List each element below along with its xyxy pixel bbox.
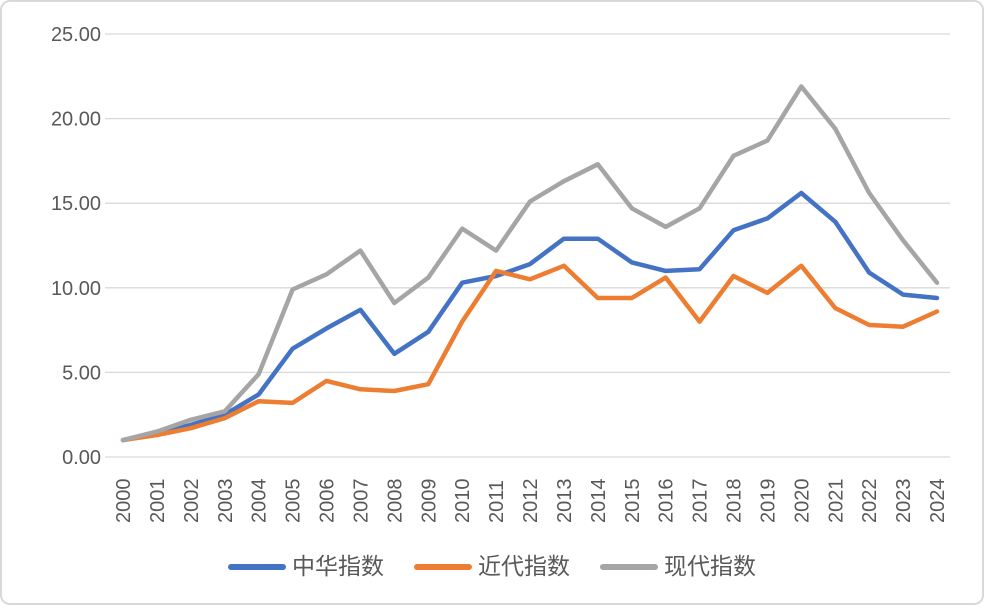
- x-tick-label: 2002: [181, 479, 203, 524]
- y-tick-label: 5.00: [62, 362, 101, 384]
- x-tick-label: 2010: [452, 479, 474, 524]
- legend-line-swatch-xiandai-index: [600, 563, 658, 570]
- x-tick-label: 2007: [350, 479, 372, 524]
- legend-item-zhonghua-index: 中华指数: [228, 555, 384, 578]
- x-tick-label: 2005: [283, 479, 305, 524]
- y-tick-label: 25.00: [51, 24, 101, 46]
- x-tick-label: 2015: [622, 479, 644, 524]
- series-line-jindai-index: [120, 263, 940, 443]
- x-tick-label: 2000: [113, 479, 135, 524]
- x-tick-label: 2006: [317, 479, 339, 524]
- x-tick-label: 2012: [520, 479, 542, 524]
- legend-line-swatch-jindai-index: [414, 563, 472, 570]
- legend-label-xiandai-index: 现代指数: [664, 553, 756, 579]
- legend-item-xiandai-index: 现代指数: [600, 555, 756, 578]
- x-tick-label: 2004: [249, 479, 271, 524]
- chart-legend: 中华指数 近代指数 现代指数: [2, 555, 982, 578]
- x-tick-label: 2018: [724, 479, 746, 524]
- y-tick-label: 20.00: [51, 109, 101, 131]
- x-tick-label: 2009: [418, 479, 440, 524]
- x-tick-label: 2008: [384, 479, 406, 524]
- x-tick-label: 2022: [859, 479, 881, 524]
- x-tick-label: 2001: [147, 479, 169, 524]
- x-tick-label: 2023: [893, 479, 915, 524]
- x-tick-label: 2003: [215, 479, 237, 524]
- x-tick-label: 2014: [588, 479, 610, 524]
- legend-label-zhonghua-index: 中华指数: [292, 553, 384, 579]
- x-tick-label: 2016: [656, 479, 678, 524]
- legend-line-swatch-zhonghua-index: [228, 563, 286, 570]
- y-tick-label: 15.00: [51, 193, 101, 215]
- y-tick-label: 0.00: [62, 447, 101, 469]
- line-chart: 0.00 5.00 10.00 15.00 20.00 25.00 2000 2001 2002…: [51, 24, 950, 524]
- legend-label-jindai-index: 近代指数: [478, 553, 570, 579]
- x-tick-label: 2011: [486, 480, 508, 523]
- x-tick-label: 2020: [791, 479, 813, 524]
- x-tick-label: 2019: [757, 479, 779, 524]
- x-tick-label: 2021: [825, 479, 847, 524]
- x-tick-label: 2017: [690, 479, 712, 524]
- y-tick-label: 10.00: [51, 278, 101, 300]
- x-tick-label: 2024: [927, 479, 949, 524]
- x-tick-label: 2013: [554, 479, 576, 524]
- legend-item-jindai-index: 近代指数: [414, 555, 570, 578]
- series-line-zhonghua-index: [120, 190, 940, 443]
- series-line-xiandai-index: [120, 84, 940, 443]
